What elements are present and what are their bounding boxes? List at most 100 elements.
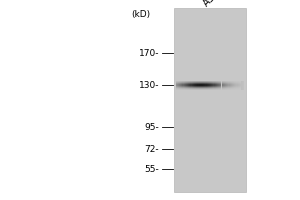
Bar bbox=[197, 80, 199, 90]
Bar bbox=[235, 89, 236, 90]
Bar bbox=[199, 85, 200, 86]
Bar bbox=[201, 88, 202, 89]
Bar bbox=[188, 88, 189, 89]
Bar bbox=[203, 82, 204, 83]
Bar bbox=[192, 82, 193, 83]
Bar bbox=[240, 83, 241, 84]
Bar bbox=[236, 84, 238, 85]
Bar bbox=[208, 80, 209, 90]
Bar bbox=[187, 87, 188, 88]
Bar bbox=[179, 83, 180, 84]
Bar bbox=[240, 80, 241, 90]
Bar bbox=[216, 88, 217, 89]
Bar bbox=[197, 81, 199, 82]
Bar bbox=[188, 86, 189, 87]
Bar bbox=[194, 87, 195, 88]
Bar bbox=[221, 86, 223, 87]
Bar bbox=[223, 85, 224, 86]
Bar bbox=[208, 82, 209, 83]
Bar bbox=[228, 82, 230, 83]
Bar bbox=[225, 89, 226, 90]
Bar bbox=[210, 87, 211, 88]
Bar bbox=[179, 88, 180, 89]
Bar bbox=[231, 87, 232, 88]
Bar bbox=[228, 83, 230, 84]
Bar bbox=[209, 80, 210, 90]
Bar bbox=[228, 86, 230, 87]
Bar bbox=[208, 89, 209, 90]
Bar bbox=[195, 89, 196, 90]
Bar bbox=[178, 81, 179, 82]
Bar bbox=[182, 84, 184, 85]
Bar bbox=[220, 83, 221, 84]
Bar bbox=[181, 88, 182, 89]
Bar bbox=[230, 85, 231, 86]
Bar bbox=[176, 89, 177, 90]
Bar bbox=[200, 80, 201, 90]
Bar bbox=[234, 87, 235, 88]
Bar bbox=[207, 88, 208, 89]
Bar bbox=[210, 83, 211, 84]
Bar bbox=[199, 84, 200, 85]
Bar bbox=[197, 84, 199, 85]
Bar bbox=[197, 86, 199, 87]
Bar bbox=[236, 80, 238, 90]
Bar bbox=[197, 83, 199, 84]
Bar bbox=[212, 81, 214, 82]
Bar bbox=[187, 86, 188, 87]
Bar bbox=[220, 84, 221, 85]
Bar bbox=[210, 84, 211, 85]
Bar bbox=[193, 83, 194, 84]
Bar bbox=[192, 86, 193, 87]
Bar bbox=[179, 84, 180, 85]
Bar bbox=[206, 80, 207, 90]
Bar bbox=[178, 85, 179, 86]
Bar bbox=[200, 82, 201, 83]
Bar bbox=[197, 87, 199, 88]
Bar bbox=[233, 88, 234, 89]
Bar bbox=[230, 80, 231, 90]
Bar bbox=[219, 81, 220, 82]
Bar bbox=[226, 85, 227, 86]
Bar bbox=[231, 89, 232, 90]
Bar bbox=[190, 86, 192, 87]
Bar bbox=[190, 89, 192, 90]
Bar bbox=[234, 85, 235, 86]
Bar bbox=[186, 81, 187, 82]
Bar bbox=[180, 88, 181, 89]
Bar bbox=[217, 80, 218, 90]
Bar bbox=[192, 81, 193, 82]
Bar bbox=[224, 89, 225, 90]
Bar bbox=[227, 87, 228, 88]
Bar bbox=[218, 80, 219, 90]
Bar bbox=[212, 84, 214, 85]
Bar bbox=[208, 86, 209, 87]
Bar bbox=[233, 89, 234, 90]
Bar bbox=[230, 86, 231, 87]
Bar bbox=[182, 83, 184, 84]
Bar bbox=[196, 82, 197, 83]
Bar bbox=[185, 82, 186, 83]
Bar bbox=[239, 86, 240, 87]
Bar bbox=[219, 88, 220, 89]
Bar bbox=[220, 86, 221, 87]
Bar bbox=[181, 82, 182, 83]
Bar bbox=[176, 83, 177, 84]
Bar bbox=[211, 83, 212, 84]
Bar bbox=[180, 81, 181, 82]
Bar bbox=[217, 86, 218, 87]
Bar bbox=[240, 82, 241, 83]
Bar bbox=[219, 80, 220, 90]
Bar bbox=[224, 84, 225, 85]
Bar bbox=[192, 83, 193, 84]
Bar bbox=[192, 84, 193, 85]
Bar bbox=[196, 85, 197, 86]
Bar bbox=[238, 84, 239, 85]
Bar bbox=[195, 80, 196, 90]
Bar bbox=[193, 86, 194, 87]
Bar bbox=[232, 82, 233, 83]
Bar bbox=[188, 87, 189, 88]
Bar bbox=[231, 85, 232, 86]
Bar bbox=[225, 82, 226, 83]
Bar bbox=[196, 83, 197, 84]
